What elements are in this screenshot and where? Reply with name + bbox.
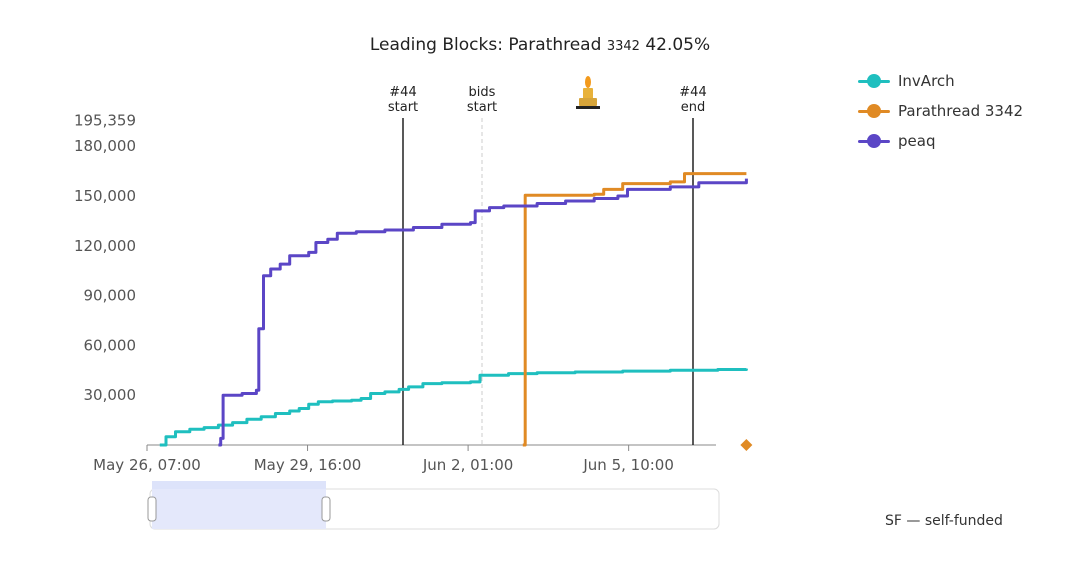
lease-end-marker-label: #44 xyxy=(679,85,706,100)
title-prefix: Leading Blocks: xyxy=(370,35,503,55)
bids-start-marker-label: bids xyxy=(469,85,496,100)
x-axis: May 26, 07:00 May 29, 16:00 Jun 2, 01:00 Ju… xyxy=(93,444,716,474)
series-line-peaq[interactable] xyxy=(218,178,748,447)
legend-label: InvArch xyxy=(898,72,955,90)
range-selector-window[interactable] xyxy=(152,489,326,529)
x-tick-label: Jun 2, 01:00 xyxy=(422,456,514,474)
y-tick-label: 30,000 xyxy=(84,386,137,404)
legend-label: Parathread 3342 xyxy=(898,102,1024,120)
x-tick-label: May 29, 16:00 xyxy=(254,456,362,474)
lease-end-marker-sublabel: end xyxy=(681,100,706,115)
range-selector[interactable] xyxy=(147,481,720,530)
legend-swatch xyxy=(856,133,892,149)
title-leader-pct: 42.05% xyxy=(645,35,710,55)
series-line-invarch[interactable] xyxy=(159,368,748,447)
candle-icon xyxy=(576,76,600,109)
series-line-parathread-3342[interactable] xyxy=(522,172,747,447)
x-tick-label: May 26, 07:00 xyxy=(93,456,201,474)
series-layer xyxy=(159,172,753,451)
footnote: SF — self-funded xyxy=(885,513,1003,529)
y-tick-label: 150,000 xyxy=(74,187,136,205)
y-tick-label: 90,000 xyxy=(84,287,137,305)
chart-title: Leading Blocks: Parathread 3342 42.05% xyxy=(370,35,710,55)
x-tick-label: Jun 5, 10:00 xyxy=(582,456,674,474)
range-handle-right[interactable] xyxy=(321,496,331,522)
lease-start-marker-sublabel: start xyxy=(388,100,418,115)
y-tick-label: 60,000 xyxy=(84,336,137,354)
y-tick-label: 180,000 xyxy=(74,137,136,155)
bids-start-marker-sublabel: start xyxy=(467,100,497,115)
title-leader: Parathread xyxy=(508,35,601,55)
winner-marker xyxy=(740,439,753,451)
title-leader-id: 3342 xyxy=(607,39,640,54)
legend-item-peaq[interactable]: peaq xyxy=(856,126,1023,156)
legend-swatch xyxy=(856,103,892,119)
legend: InvArch Parathread 3342 peaq xyxy=(856,66,1023,156)
y-tick-label: 195,359 xyxy=(74,112,136,130)
y-tick-label: 120,000 xyxy=(74,237,136,255)
legend-item-invarch[interactable]: InvArch xyxy=(856,66,1023,96)
lease-start-marker-label: #44 xyxy=(389,85,416,100)
range-selector-window-bar[interactable] xyxy=(152,481,326,489)
legend-label: peaq xyxy=(898,132,936,150)
range-handle-left[interactable] xyxy=(147,496,157,522)
y-axis: 195,359 180,000 150,000 120,000 90,000 60,000… xyxy=(74,112,136,404)
legend-item-parathread-3342[interactable]: Parathread 3342 xyxy=(856,96,1023,126)
legend-swatch xyxy=(856,73,892,89)
